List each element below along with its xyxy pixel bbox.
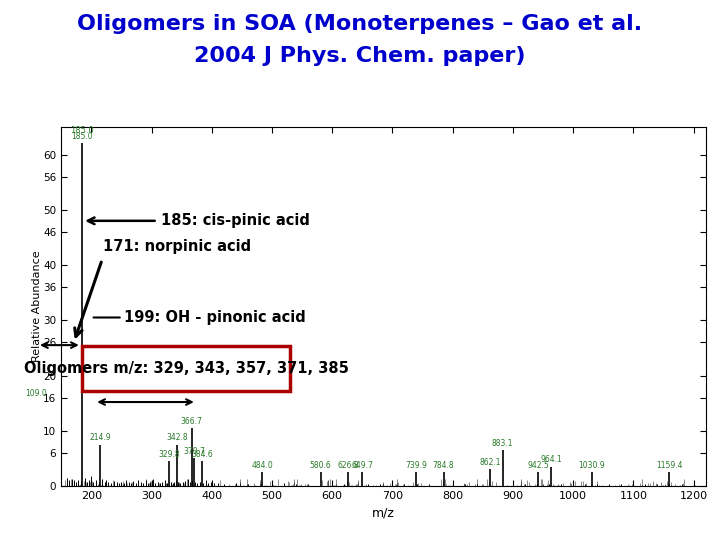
Text: Oligomers in SOA (Monoterpenes – Gao et al.: Oligomers in SOA (Monoterpenes – Gao et … <box>78 14 642 33</box>
Text: 109.0: 109.0 <box>26 389 48 398</box>
Text: 862.1: 862.1 <box>480 458 501 467</box>
Text: Oligomers m/z: 329, 343, 357, 371, 385: Oligomers m/z: 329, 343, 357, 371, 385 <box>24 361 348 376</box>
FancyBboxPatch shape <box>82 346 290 391</box>
Text: 626.8: 626.8 <box>338 461 359 470</box>
Text: 214.9: 214.9 <box>89 434 111 442</box>
Text: 484.0: 484.0 <box>251 461 273 470</box>
Text: 883.1: 883.1 <box>492 439 513 448</box>
Text: 370.7: 370.7 <box>183 447 205 456</box>
Text: 1159.4: 1159.4 <box>656 461 683 470</box>
Text: 329.8: 329.8 <box>158 450 180 459</box>
Text: 739.9: 739.9 <box>405 461 428 470</box>
Text: 964.1: 964.1 <box>541 455 562 464</box>
Text: 185.0: 185.0 <box>71 132 93 141</box>
Text: 649.7: 649.7 <box>351 461 373 470</box>
Y-axis label: Relative Abundance: Relative Abundance <box>32 251 42 362</box>
Text: 580.6: 580.6 <box>310 461 331 470</box>
Text: 342.8: 342.8 <box>166 434 188 442</box>
Text: 185: cis-pinic acid: 185: cis-pinic acid <box>161 213 310 228</box>
Text: 784.8: 784.8 <box>433 461 454 470</box>
Text: 366.7: 366.7 <box>181 417 202 426</box>
Text: 2004 J Phys. Chem. paper): 2004 J Phys. Chem. paper) <box>194 46 526 66</box>
Text: 171: norpinic acid: 171: norpinic acid <box>104 239 251 254</box>
X-axis label: m/z: m/z <box>372 507 395 519</box>
Text: 185.0: 185.0 <box>71 126 94 135</box>
Text: 384.6: 384.6 <box>192 450 213 459</box>
Text: 1030.9: 1030.9 <box>578 461 605 470</box>
Text: 199: OH - pinonic acid: 199: OH - pinonic acid <box>125 310 306 325</box>
Text: 942.5: 942.5 <box>528 461 549 470</box>
